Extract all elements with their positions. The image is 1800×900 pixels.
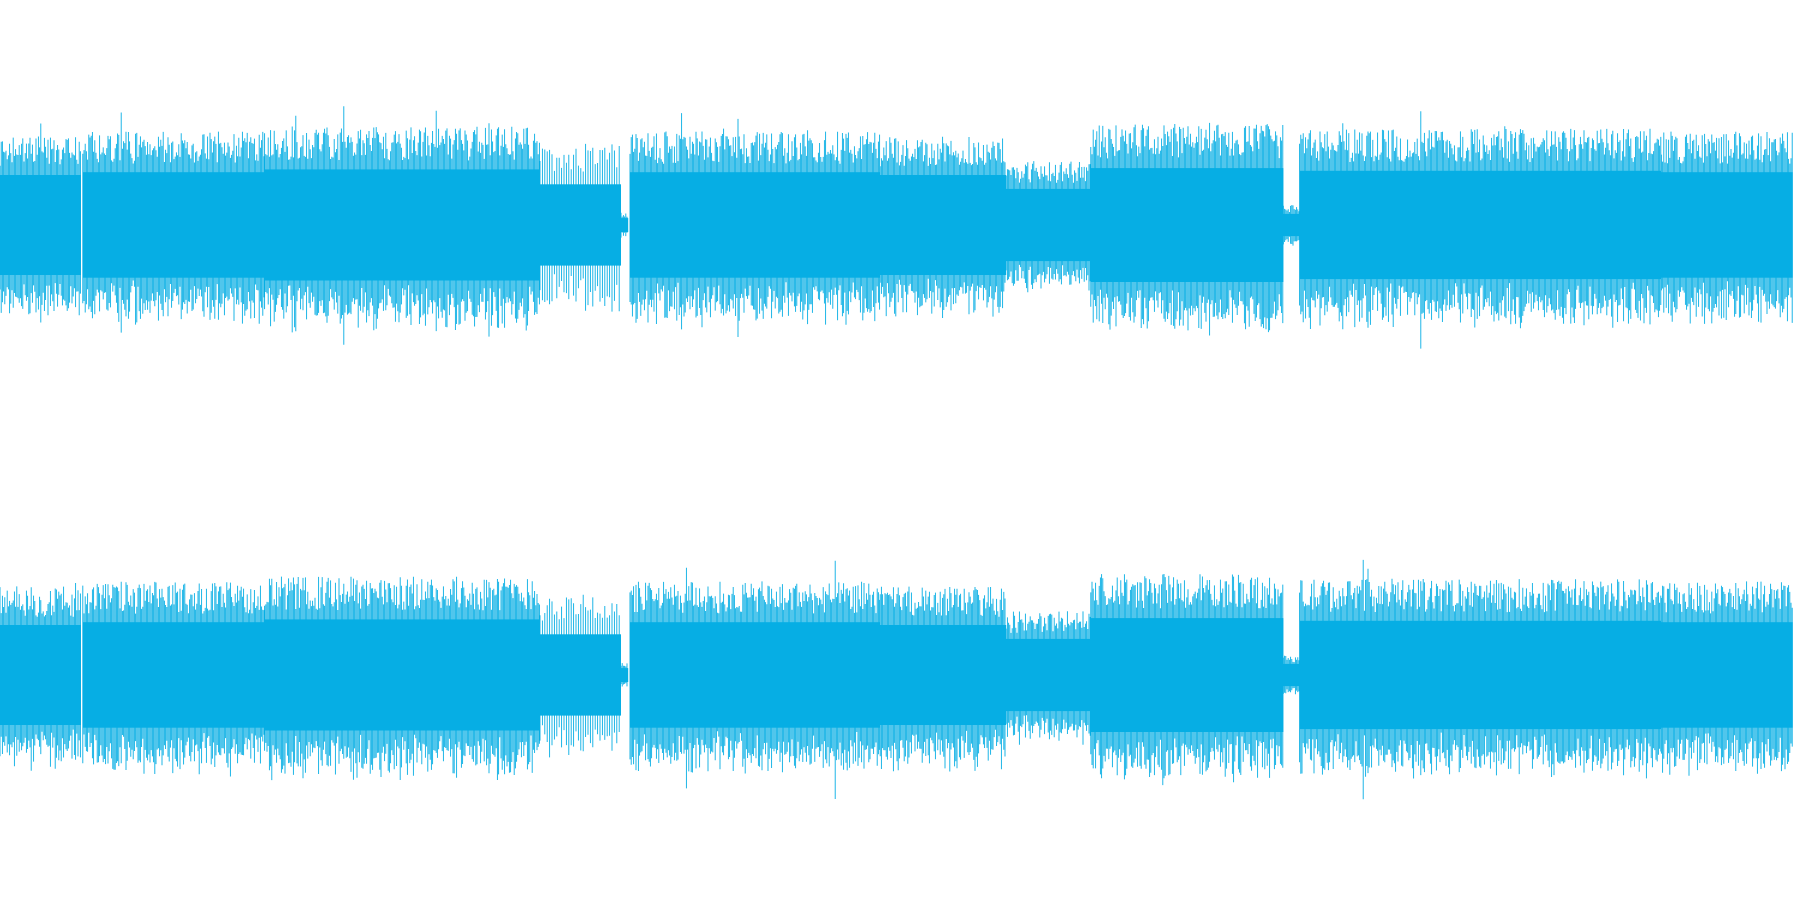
waveform-segment-core [880, 175, 1007, 275]
waveform-peaks [0, 559, 1793, 800]
waveform-channel-right [0, 559, 1793, 800]
waveform-channel-left [0, 106, 1793, 349]
waveform-segment-core [880, 625, 1007, 725]
waveform-peaks [0, 106, 1793, 349]
